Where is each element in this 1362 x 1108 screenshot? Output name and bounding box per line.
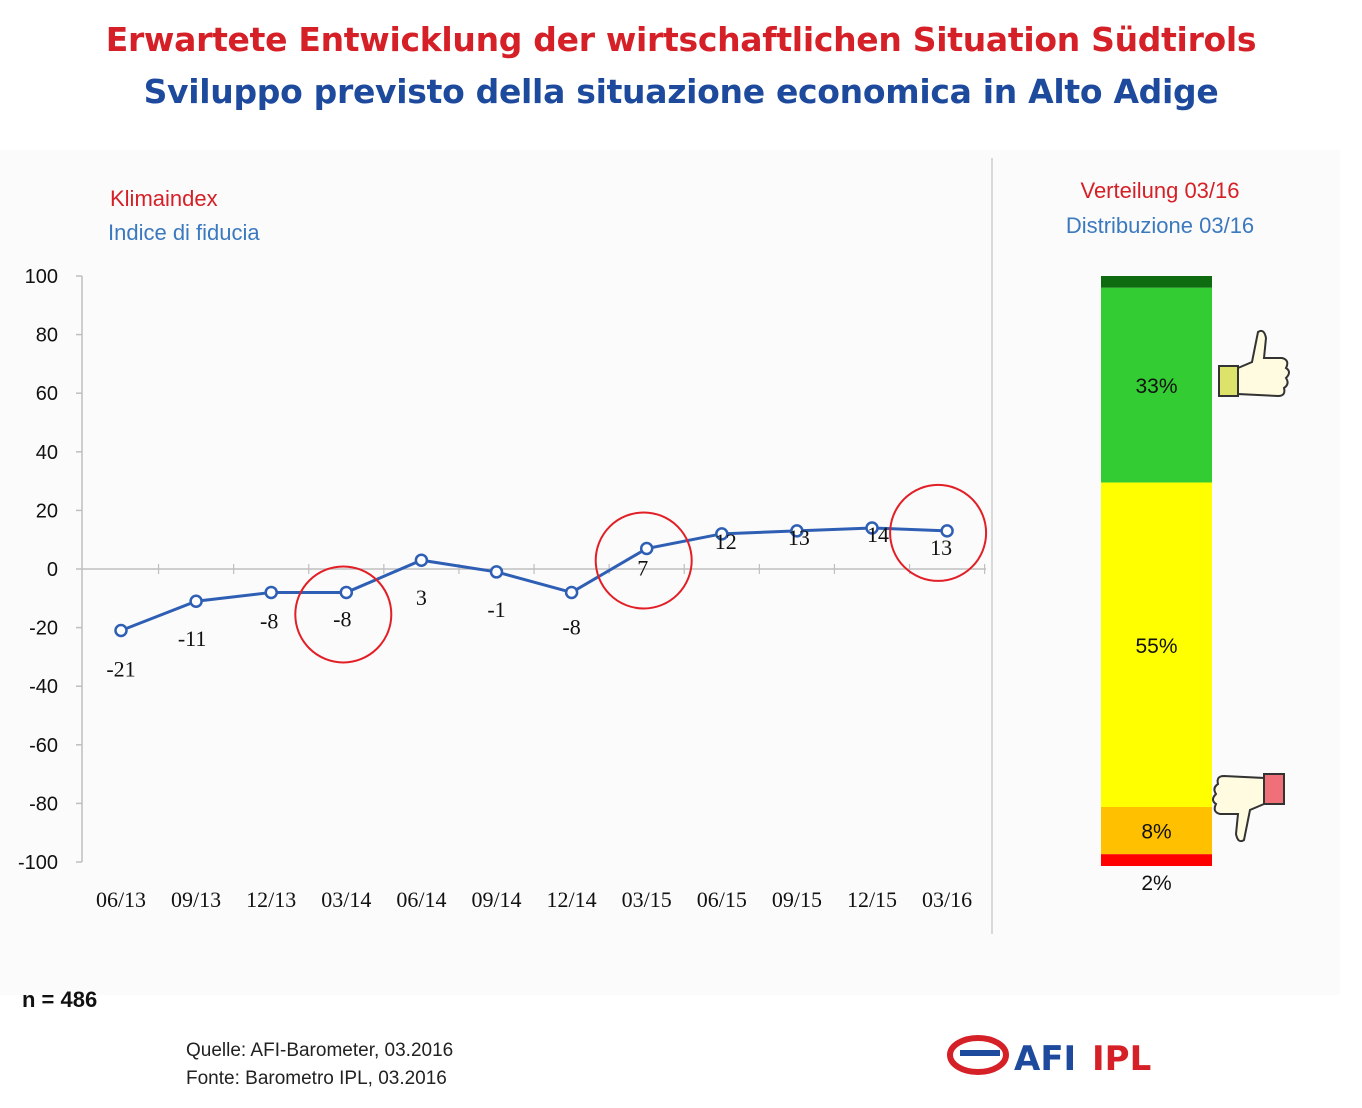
x-tick-label: 09/13 [171,887,221,912]
y-tick-label: -60 [29,735,58,757]
data-label: -21 [106,657,135,682]
distribution-label-german: Verteilung 03/16 [1080,178,1240,203]
y-tick-label: 60 [36,383,58,405]
y-tick-label: 20 [36,500,58,522]
legend-label-german: Klimaindex [110,186,218,211]
x-tick-label: 06/13 [96,887,146,912]
x-tick-label: 03/16 [922,887,972,912]
segment-label: 8% [1141,821,1171,844]
bar-segment [1101,854,1212,866]
x-tick-label: 03/14 [321,887,371,912]
data-label: -1 [487,597,505,622]
data-point [790,524,804,538]
bar-segment [1101,482,1212,807]
title-italian: Sviluppo previsto della situazione econo… [143,72,1219,111]
x-tick-label: 09/15 [772,887,822,912]
highlight-circle [889,483,988,582]
data-label: 13 [788,525,810,550]
y-tick-label: -20 [29,618,58,640]
data-point [715,527,729,541]
segment-label: 2% [1141,872,1171,895]
data-label: 14 [867,522,889,547]
y-tick-label: -100 [18,852,58,874]
logo-ipl-text: IPL [1092,1039,1151,1079]
highlight-circle [594,511,693,610]
data-point [114,623,128,638]
data-label: -11 [178,626,207,651]
highlight-circle [294,565,393,664]
afi-ipl-logo: AFI IPL [947,1035,1151,1079]
thumbs-down-icon [1212,773,1285,843]
bar-segment [1101,807,1212,855]
data-point [940,524,954,538]
data-label: 13 [930,535,952,560]
segment-label: 33% [1135,375,1177,398]
sample-size: n = 486 [22,987,98,1012]
y-tick-label: 80 [36,325,58,347]
x-tick-label: 03/15 [622,887,672,912]
data-point [564,585,579,600]
data-point [865,521,879,535]
data-label: -8 [333,606,351,631]
data-point [189,594,203,608]
x-tick-label: 09/14 [471,887,521,912]
data-label: 7 [637,555,648,580]
y-tick-label: 40 [36,442,58,464]
x-tick-label: 12/13 [246,887,296,912]
data-label: 3 [416,585,427,610]
x-tick-label: 06/14 [396,887,446,912]
data-point [639,541,654,556]
data-point [489,565,504,579]
title-german: Erwartete Entwicklung der wirtschaftlich… [105,20,1257,59]
logo-afi-text: AFI [1014,1039,1076,1079]
x-tick-label: 06/15 [697,887,747,912]
y-tick-label: 100 [25,266,58,288]
legend-label-italian: Indice di fiducia [108,220,260,245]
x-tick-label: 12/15 [847,887,897,912]
bar-segment [1101,287,1212,483]
x-tick-label: 12/14 [547,887,597,912]
distribution-label-italian: Distribuzione 03/16 [1065,213,1255,238]
data-label: -8 [260,608,278,633]
y-tick-label: 0 [47,559,58,581]
y-tick-label: -80 [29,793,58,815]
data-point [339,585,354,600]
thumbs-up-icon [1218,329,1290,398]
data-label: 12 [715,529,737,554]
panel-divider [991,158,993,934]
data-point [414,553,429,567]
source-german: Quelle: AFI-Barometer, 03.2016 [186,1040,454,1061]
data-label: -8 [562,614,580,639]
bar-segment [1101,276,1212,288]
segment-label: 55% [1135,635,1177,658]
data-point [264,585,278,600]
y-tick-label: -40 [29,676,58,698]
series-line [120,526,948,632]
source-italian: Fonte: Barometro IPL, 03.2016 [186,1068,447,1089]
